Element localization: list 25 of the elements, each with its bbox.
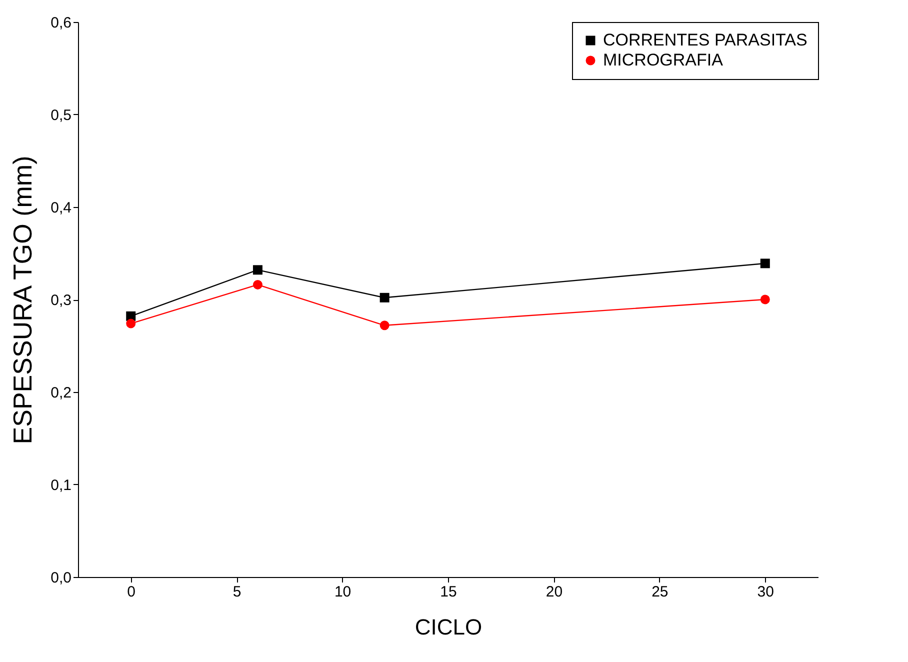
- point: [380, 320, 390, 330]
- x-tick-label: 20: [546, 584, 563, 600]
- y-tick-label: 0,0: [50, 570, 72, 586]
- point: [252, 265, 262, 275]
- x-axis-title: CICLO: [414, 614, 482, 640]
- y-tick-label: 0,1: [50, 477, 72, 494]
- point: [380, 292, 390, 302]
- y-tick-label: 0,4: [50, 200, 72, 216]
- point: [760, 294, 770, 304]
- legend-label: MICROGRAFIA: [603, 50, 724, 70]
- y-tick-label: 0,5: [50, 107, 72, 124]
- point: [760, 258, 770, 268]
- point: [126, 318, 136, 328]
- y-tick-label: 0,3: [50, 292, 72, 309]
- x-tick-label: 10: [334, 584, 352, 600]
- point: [252, 280, 262, 290]
- x-tick-label: 25: [652, 584, 668, 600]
- y-tick-label: 0,6: [50, 14, 72, 32]
- legend-label: CORRENTES PARASITAS: [603, 30, 808, 50]
- x-tick-label: 5: [232, 584, 242, 600]
- y-axis-title: ESPESSURA TGO (mm): [8, 156, 38, 444]
- x-tick-label: 30: [757, 584, 774, 600]
- x-tick-label: 0: [127, 584, 136, 600]
- y-tick-label: 0,2: [50, 384, 72, 402]
- x-tick-label: 15: [440, 584, 457, 600]
